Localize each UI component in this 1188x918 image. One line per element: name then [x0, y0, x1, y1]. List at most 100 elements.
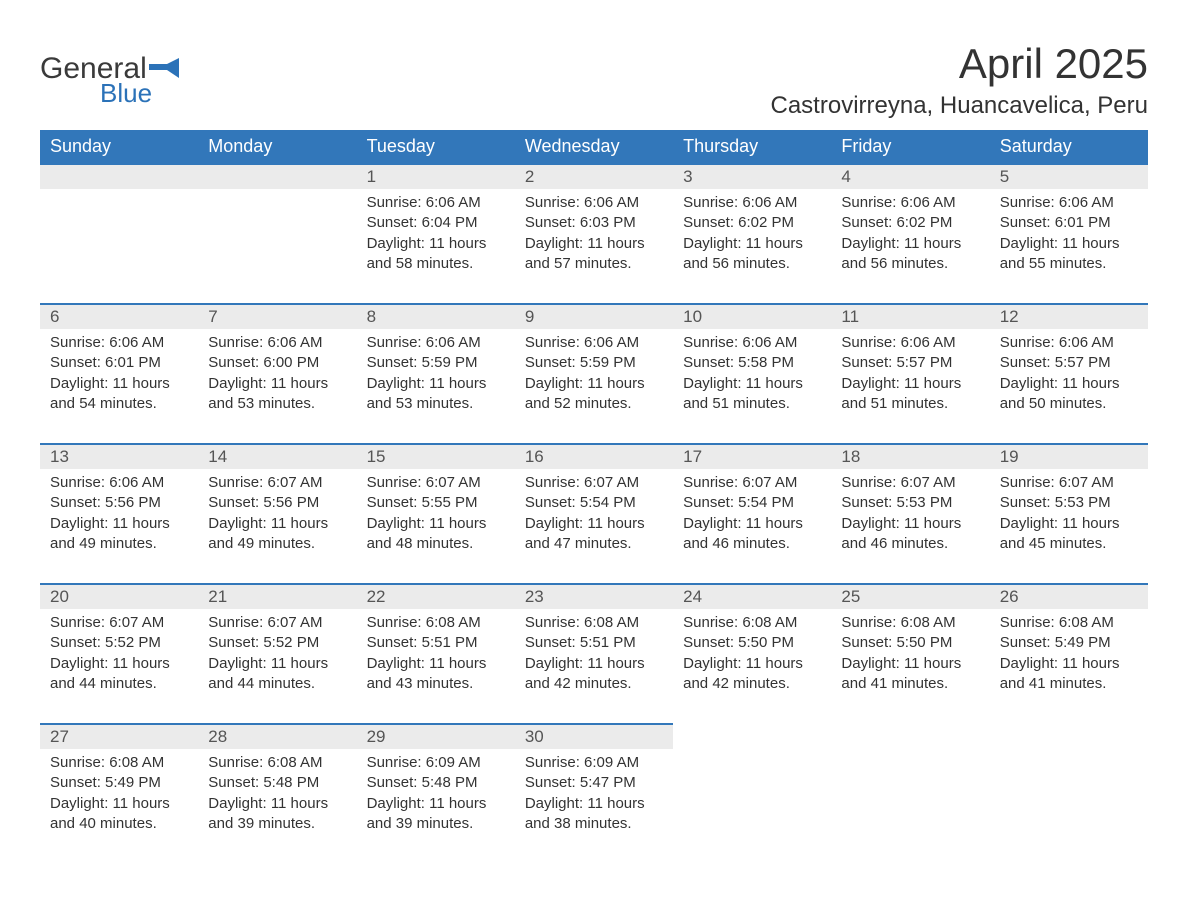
calendar-cell: 6Sunrise: 6:06 AMSunset: 6:01 PMDaylight…: [40, 303, 198, 443]
sunrise-value: 6:09 AM: [584, 754, 639, 771]
daylight-label: Daylight:: [841, 375, 904, 392]
day-number-bar: 13: [40, 443, 198, 469]
day-number-bar: 28: [198, 723, 356, 749]
sunset-value: 6:03 PM: [580, 214, 636, 231]
sunrise-value: 6:06 AM: [426, 194, 481, 211]
sunset-value: 5:56 PM: [105, 494, 161, 511]
calendar-cell: 5Sunrise: 6:06 AMSunset: 6:01 PMDaylight…: [990, 163, 1148, 303]
sunset-line: Sunset: 6:01 PM: [1000, 213, 1138, 233]
day-number-bar: 4: [831, 163, 989, 189]
sunrise-label: Sunrise:: [208, 474, 267, 491]
day-number: 27: [50, 727, 69, 746]
sunrise-value: 6:06 AM: [742, 194, 797, 211]
day-number: 8: [367, 307, 376, 326]
day-number-bar: 5: [990, 163, 1148, 189]
sunset-line: Sunset: 5:58 PM: [683, 353, 821, 373]
sunrise-label: Sunrise:: [50, 474, 109, 491]
day-number-bar: 9: [515, 303, 673, 329]
daylight-label: Daylight:: [367, 515, 430, 532]
daylight-label: Daylight:: [525, 795, 588, 812]
sunset-label: Sunset:: [841, 494, 896, 511]
sunset-value: 5:51 PM: [580, 634, 636, 651]
daylight-line: Daylight: 11 hours and 51 minutes.: [841, 374, 979, 415]
sunrise-line: Sunrise: 6:08 AM: [525, 613, 663, 633]
daylight-label: Daylight:: [841, 515, 904, 532]
day-number-bar: 30: [515, 723, 673, 749]
sunset-line: Sunset: 5:52 PM: [50, 633, 188, 653]
sunrise-line: Sunrise: 6:06 AM: [683, 193, 821, 213]
daylight-line: Daylight: 11 hours and 51 minutes.: [683, 374, 821, 415]
day-number-bar: 23: [515, 583, 673, 609]
daylight-label: Daylight:: [1000, 375, 1063, 392]
daylight-label: Daylight:: [367, 235, 430, 252]
sunset-line: Sunset: 5:50 PM: [683, 633, 821, 653]
daylight-label: Daylight:: [50, 655, 113, 672]
sunrise-label: Sunrise:: [367, 474, 426, 491]
day-number: 11: [841, 307, 859, 326]
sunset-line: Sunset: 5:52 PM: [208, 633, 346, 653]
sunset-line: Sunset: 5:56 PM: [208, 493, 346, 513]
daylight-line: Daylight: 11 hours and 45 minutes.: [1000, 514, 1138, 555]
calendar-cell: 20Sunrise: 6:07 AMSunset: 5:52 PMDayligh…: [40, 583, 198, 723]
daylight-label: Daylight:: [1000, 235, 1063, 252]
daylight-label: Daylight:: [683, 515, 746, 532]
sunset-line: Sunset: 5:55 PM: [367, 493, 505, 513]
sunset-line: Sunset: 5:57 PM: [1000, 353, 1138, 373]
sunrise-label: Sunrise:: [208, 754, 267, 771]
calendar-cell: 16Sunrise: 6:07 AMSunset: 5:54 PMDayligh…: [515, 443, 673, 583]
location-subtitle: Castrovirreyna, Huancavelica, Peru: [771, 92, 1149, 120]
sunrise-label: Sunrise:: [683, 334, 742, 351]
day-content: Sunrise: 6:06 AMSunset: 5:57 PMDaylight:…: [831, 329, 989, 414]
day-number: 16: [525, 447, 544, 466]
daylight-line: Daylight: 11 hours and 57 minutes.: [525, 234, 663, 275]
day-number-bar: 29: [357, 723, 515, 749]
day-number-bar: 14: [198, 443, 356, 469]
col-friday: Friday: [831, 130, 989, 163]
daylight-label: Daylight:: [367, 795, 430, 812]
sunset-line: Sunset: 5:59 PM: [367, 353, 505, 373]
sunrise-line: Sunrise: 6:08 AM: [841, 613, 979, 633]
daylight-line: Daylight: 11 hours and 50 minutes.: [1000, 374, 1138, 415]
day-number-bar: 6: [40, 303, 198, 329]
day-content: Sunrise: 6:07 AMSunset: 5:52 PMDaylight:…: [198, 609, 356, 694]
sunset-value: 5:53 PM: [896, 494, 952, 511]
calendar-cell: 21Sunrise: 6:07 AMSunset: 5:52 PMDayligh…: [198, 583, 356, 723]
sunrise-line: Sunrise: 6:07 AM: [208, 613, 346, 633]
calendar-cell: 11 Sunrise: 6:06 AMSunset: 5:57 PMDayligh…: [831, 303, 989, 443]
sunset-label: Sunset:: [841, 214, 896, 231]
calendar-cell: [198, 163, 356, 303]
day-number: 10: [683, 307, 702, 326]
day-number: 3: [683, 167, 692, 186]
day-number-bar: 7: [198, 303, 356, 329]
day-number-bar: 1: [357, 163, 515, 189]
sunset-label: Sunset:: [50, 634, 105, 651]
sunrise-value: 6:08 AM: [267, 754, 322, 771]
sunset-label: Sunset:: [50, 774, 105, 791]
col-tuesday: Tuesday: [357, 130, 515, 163]
calendar-cell: 8Sunrise: 6:06 AMSunset: 5:59 PMDaylight…: [357, 303, 515, 443]
sunrise-label: Sunrise:: [525, 754, 584, 771]
calendar-cell: 28Sunrise: 6:08 AMSunset: 5:48 PMDayligh…: [198, 723, 356, 863]
sunrise-line: Sunrise: 6:06 AM: [50, 473, 188, 493]
day-number-bar: 25: [831, 583, 989, 609]
sunset-value: 5:58 PM: [738, 354, 794, 371]
sunrise-value: 6:06 AM: [426, 334, 481, 351]
day-number: 18: [841, 447, 860, 466]
sunset-line: Sunset: 5:54 PM: [525, 493, 663, 513]
daylight-line: Daylight: 11 hours and 42 minutes.: [525, 654, 663, 695]
sunset-label: Sunset:: [683, 214, 738, 231]
daylight-label: Daylight:: [367, 375, 430, 392]
daylight-line: Daylight: 11 hours and 49 minutes.: [50, 514, 188, 555]
day-number-bar-empty: [40, 163, 198, 189]
daylight-label: Daylight:: [208, 375, 271, 392]
day-content: Sunrise: 6:07 AMSunset: 5:53 PMDaylight:…: [990, 469, 1148, 554]
sunset-value: 5:54 PM: [738, 494, 794, 511]
sunset-line: Sunset: 5:51 PM: [367, 633, 505, 653]
sunrise-value: 6:07 AM: [267, 614, 322, 631]
day-number: 1: [367, 167, 376, 186]
calendar-cell: 17Sunrise: 6:07 AMSunset: 5:54 PMDayligh…: [673, 443, 831, 583]
sunset-label: Sunset:: [367, 634, 422, 651]
day-content: Sunrise: 6:06 AMSunset: 6:02 PMDaylight:…: [673, 189, 831, 274]
sunrise-line: Sunrise: 6:07 AM: [367, 473, 505, 493]
daylight-line: Daylight: 11 hours and 48 minutes.: [367, 514, 505, 555]
